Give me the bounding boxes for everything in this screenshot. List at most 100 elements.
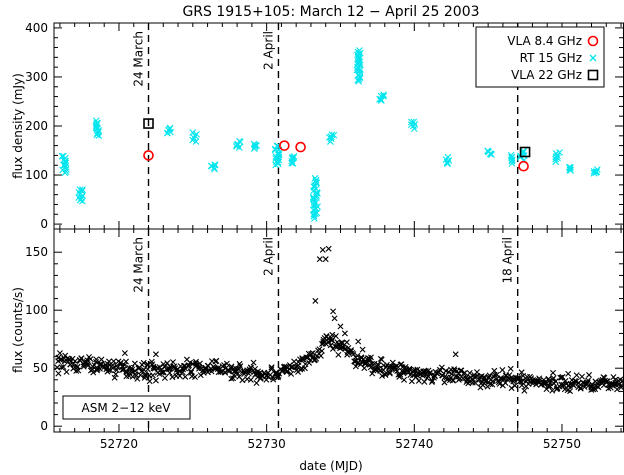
asm-point <box>84 361 91 368</box>
asm-point <box>378 356 385 363</box>
rt-15ghz-point <box>250 145 258 152</box>
asm-point <box>466 378 473 385</box>
asm-point <box>187 368 194 375</box>
rt-15ghz-point <box>488 151 495 158</box>
bottom-x-tick-label: 52730 <box>248 437 286 451</box>
asm-point <box>144 361 151 368</box>
asm-point <box>461 369 468 376</box>
asm-point <box>331 343 338 350</box>
asm-point <box>226 367 233 374</box>
asm-point <box>507 365 514 372</box>
asm-point <box>152 377 159 384</box>
asm-point <box>489 381 496 388</box>
legend-entry-label: RT 15 GHz <box>520 51 582 65</box>
asm-point <box>367 357 373 364</box>
legend-box <box>475 26 605 88</box>
asm-point <box>486 372 493 379</box>
asm-point <box>308 350 315 357</box>
asm-point <box>158 369 165 376</box>
asm-point <box>379 372 386 379</box>
asm-point <box>429 377 436 384</box>
bottom-event-label: 24 March <box>132 237 146 293</box>
rt-15ghz-point <box>590 167 598 175</box>
asm-point <box>56 350 63 357</box>
asm-point <box>450 377 457 384</box>
asm-point <box>98 356 105 363</box>
asm-point <box>119 366 126 373</box>
asm-point <box>176 372 183 379</box>
asm-point <box>93 356 100 363</box>
asm-point <box>149 372 156 379</box>
rt-15ghz-point <box>312 176 320 184</box>
rt-15ghz-point <box>311 181 318 189</box>
asm-point <box>247 364 254 371</box>
bottom-x-tick-label: 52750 <box>543 437 581 451</box>
legend-square-marker <box>587 69 599 81</box>
asm-point <box>332 333 339 340</box>
asm-point <box>415 377 422 384</box>
rt-15ghz-point <box>310 215 318 222</box>
asm-point <box>338 344 345 351</box>
asm-point <box>156 364 163 371</box>
chart-title: GRS 1915+105: March 12 − April 25 2003 <box>182 4 479 20</box>
asm-point <box>121 350 128 357</box>
asm-point <box>105 367 112 374</box>
rt-15ghz-point <box>566 166 574 174</box>
asm-point <box>610 374 617 381</box>
asm-point <box>386 369 393 376</box>
rt-15ghz-point <box>554 154 561 162</box>
asm-point <box>491 371 498 378</box>
legend-circle-marker <box>587 35 599 47</box>
asm-point <box>182 373 189 380</box>
asm-point <box>152 351 159 358</box>
rt-15ghz-point <box>310 187 317 195</box>
rt-15ghz-point <box>508 159 516 167</box>
rt-15ghz-point <box>355 77 362 85</box>
asm-point <box>297 366 304 373</box>
asm-point <box>60 363 67 370</box>
asm-point <box>196 360 203 367</box>
asm-point <box>383 361 390 368</box>
rt-15ghz-point <box>93 131 101 139</box>
asm-point <box>228 363 235 370</box>
rt-15ghz-point <box>410 125 418 133</box>
asm-point <box>73 367 80 374</box>
asm-point <box>338 339 345 346</box>
asm-point <box>322 256 329 263</box>
asm-point <box>516 378 523 385</box>
asm-point <box>144 366 151 373</box>
asm-point <box>518 369 525 376</box>
legend-x-marker <box>589 54 597 62</box>
bottom-y-tick-label: 150 <box>25 245 48 259</box>
asm-point <box>451 366 458 373</box>
rt-15ghz-point <box>192 138 200 145</box>
asm-point <box>166 366 173 373</box>
asm-point <box>221 362 228 369</box>
asm-point <box>146 378 153 385</box>
asm-point <box>179 369 186 376</box>
asm-point <box>350 351 357 358</box>
asm-point <box>142 371 149 378</box>
asm-point <box>359 346 366 353</box>
rt-15ghz-point <box>552 155 559 163</box>
asm-point <box>312 297 319 304</box>
top-y-tick-label: 300 <box>25 70 48 84</box>
asm-point <box>111 374 118 381</box>
rt-15ghz-point <box>235 144 243 151</box>
asm-point <box>235 366 242 373</box>
asm-point <box>87 356 94 363</box>
bottom-legend: ASM 2−12 keV <box>62 395 191 420</box>
top-event-label: 24 March <box>132 31 146 87</box>
asm-point <box>316 256 323 263</box>
rt-15ghz-point <box>191 132 199 139</box>
rt-15ghz-point <box>566 164 574 172</box>
top-y-tick-label: 200 <box>25 119 48 133</box>
asm-point <box>335 351 342 358</box>
asm-point <box>382 371 389 378</box>
asm-point <box>140 359 147 366</box>
asm-point <box>570 382 577 389</box>
asm-point <box>618 384 624 391</box>
asm-point <box>275 372 282 379</box>
rt-15ghz-point <box>79 197 86 205</box>
asm-point <box>550 375 557 382</box>
